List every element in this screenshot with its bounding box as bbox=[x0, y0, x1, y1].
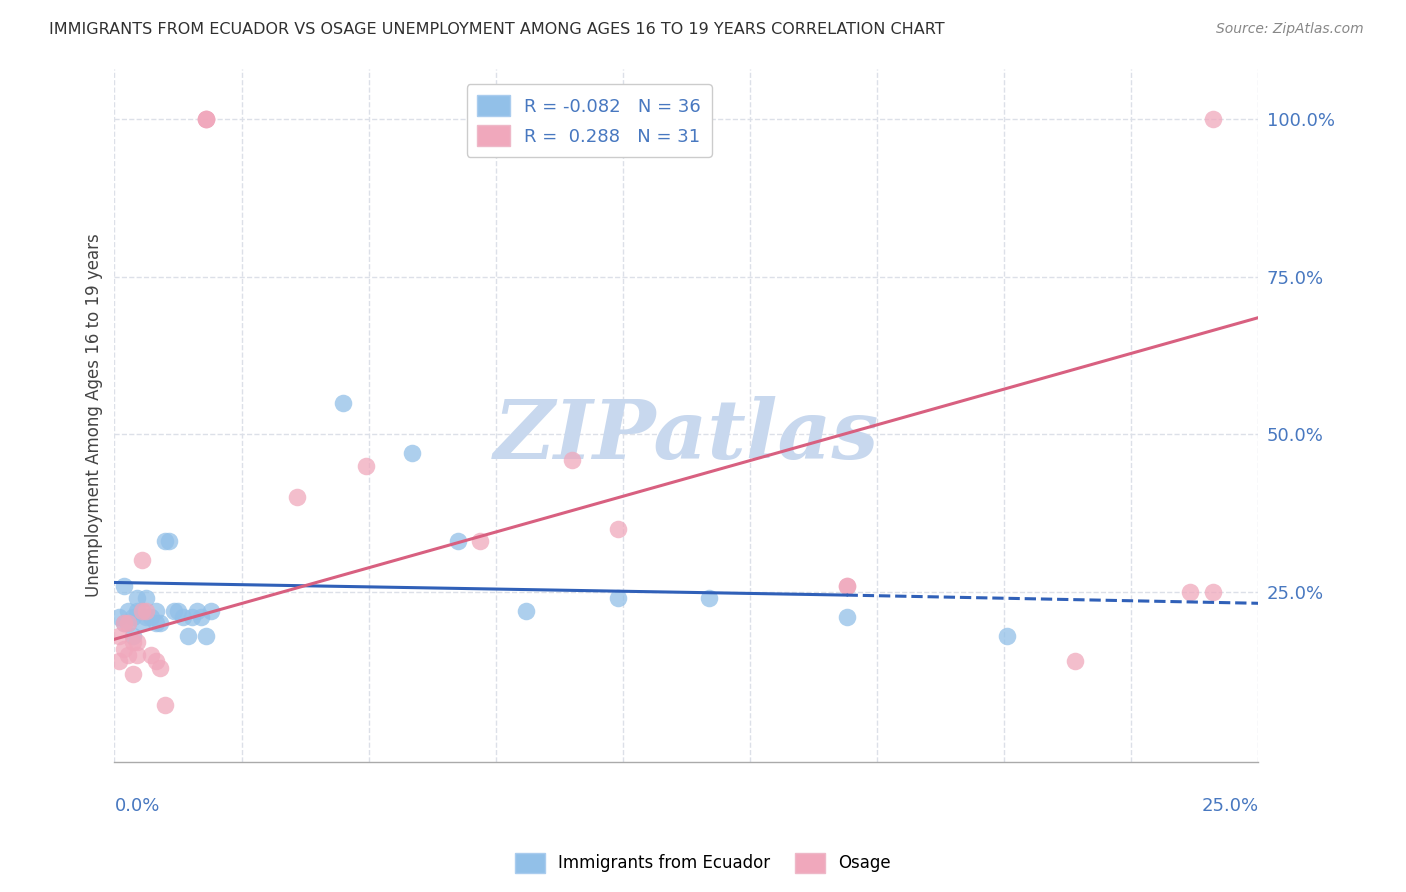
Point bbox=[561, 452, 583, 467]
Point bbox=[108, 610, 131, 624]
Point bbox=[606, 522, 628, 536]
Point bbox=[108, 654, 131, 668]
Point bbox=[332, 396, 354, 410]
Point bbox=[835, 579, 858, 593]
Point bbox=[127, 591, 149, 606]
Point bbox=[446, 534, 468, 549]
Point bbox=[139, 610, 162, 624]
Text: 25.0%: 25.0% bbox=[1201, 797, 1258, 815]
Legend: R = -0.082   N = 36, R =  0.288   N = 31: R = -0.082 N = 36, R = 0.288 N = 31 bbox=[467, 85, 711, 157]
Point bbox=[1201, 585, 1223, 599]
Point bbox=[117, 616, 139, 631]
Point bbox=[172, 610, 194, 624]
Text: 0.0%: 0.0% bbox=[114, 797, 160, 815]
Point bbox=[135, 591, 157, 606]
Point bbox=[194, 112, 217, 126]
Point bbox=[1064, 654, 1087, 668]
Point bbox=[153, 698, 176, 713]
Point bbox=[145, 654, 167, 668]
Point bbox=[131, 553, 153, 567]
Point bbox=[117, 616, 139, 631]
Point bbox=[606, 591, 628, 606]
Point bbox=[127, 648, 149, 662]
Point bbox=[112, 616, 135, 631]
Text: ZIPatlas: ZIPatlas bbox=[494, 396, 879, 476]
Point bbox=[157, 534, 180, 549]
Point bbox=[112, 641, 135, 656]
Point bbox=[470, 534, 492, 549]
Point bbox=[194, 112, 217, 126]
Point bbox=[145, 616, 167, 631]
Point bbox=[121, 635, 143, 649]
Point bbox=[131, 604, 153, 618]
Point bbox=[401, 446, 423, 460]
Point bbox=[835, 579, 858, 593]
Point bbox=[149, 660, 172, 674]
Point bbox=[127, 604, 149, 618]
Point bbox=[121, 629, 143, 643]
Point bbox=[995, 629, 1018, 643]
Point bbox=[697, 591, 720, 606]
Point bbox=[117, 648, 139, 662]
Point bbox=[287, 491, 309, 505]
Text: IMMIGRANTS FROM ECUADOR VS OSAGE UNEMPLOYMENT AMONG AGES 16 TO 19 YEARS CORRELAT: IMMIGRANTS FROM ECUADOR VS OSAGE UNEMPLO… bbox=[49, 22, 945, 37]
Point bbox=[135, 604, 157, 618]
Point bbox=[145, 604, 167, 618]
Point bbox=[176, 629, 198, 643]
Point bbox=[1201, 112, 1223, 126]
Point bbox=[131, 604, 153, 618]
Point bbox=[167, 604, 190, 618]
Y-axis label: Unemployment Among Ages 16 to 19 years: Unemployment Among Ages 16 to 19 years bbox=[86, 234, 103, 598]
Point bbox=[108, 629, 131, 643]
Point bbox=[194, 629, 217, 643]
Point bbox=[121, 610, 143, 624]
Point bbox=[127, 635, 149, 649]
Point bbox=[131, 616, 153, 631]
Point bbox=[200, 604, 222, 618]
Point bbox=[149, 616, 172, 631]
Point bbox=[153, 534, 176, 549]
Point bbox=[515, 604, 537, 618]
Point bbox=[1178, 585, 1201, 599]
Point bbox=[112, 579, 135, 593]
Point bbox=[835, 610, 858, 624]
Point bbox=[112, 616, 135, 631]
Legend: Immigrants from Ecuador, Osage: Immigrants from Ecuador, Osage bbox=[508, 847, 898, 880]
Point bbox=[121, 667, 143, 681]
Point bbox=[354, 458, 377, 473]
Point bbox=[186, 604, 208, 618]
Text: Source: ZipAtlas.com: Source: ZipAtlas.com bbox=[1216, 22, 1364, 37]
Point bbox=[135, 610, 157, 624]
Point bbox=[194, 112, 217, 126]
Point bbox=[181, 610, 204, 624]
Point bbox=[117, 604, 139, 618]
Point bbox=[139, 648, 162, 662]
Point bbox=[163, 604, 186, 618]
Point bbox=[190, 610, 212, 624]
